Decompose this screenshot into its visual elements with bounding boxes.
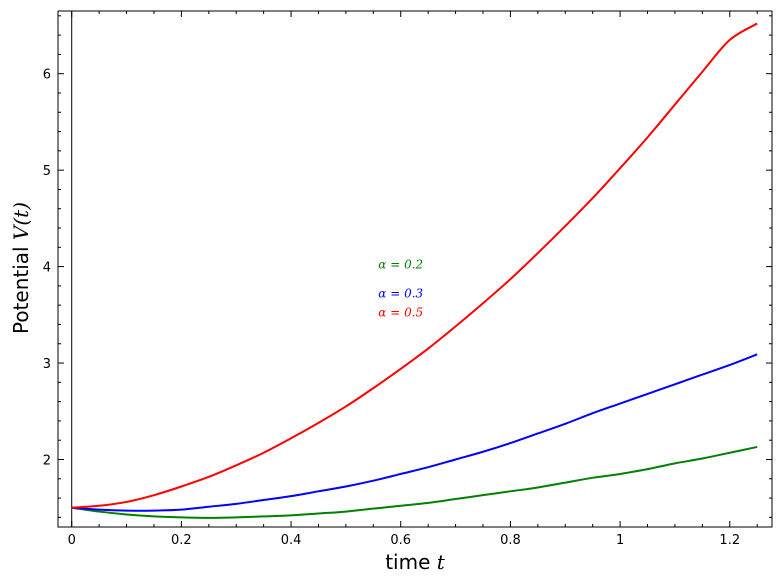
x-axis-label-text: time <box>385 550 430 574</box>
y-axis-label-var: V(t) <box>9 202 33 240</box>
plot-frame <box>57 10 773 528</box>
x-tick-label: 0.8 <box>500 533 521 548</box>
series-line-3 <box>71 22 758 509</box>
series-annotation-3: α = 0.5 <box>378 306 423 320</box>
y-axis-label-text: Potential <box>9 246 33 334</box>
x-axis-label: time t <box>385 550 446 574</box>
y-tick-label: 5 <box>43 164 51 179</box>
y-tick-label: 2 <box>43 453 51 468</box>
x-tick-label: 1 <box>616 533 624 548</box>
series-line-1 <box>71 445 758 519</box>
series-annotation-2: α = 0.3 <box>378 286 423 300</box>
x-axis-label-var: t <box>437 550 446 574</box>
x-tick-label: 0.4 <box>281 533 302 548</box>
y-tick-label: 6 <box>43 68 51 83</box>
y-axis-label: Potential V(t) <box>9 202 33 334</box>
x-tick-label: 1.2 <box>719 533 740 548</box>
series-annotation-1: α = 0.2 <box>378 258 423 272</box>
y-tick-label: 3 <box>43 357 51 372</box>
ticks-layer: 0 0.2 0.4 0.6 0.8 1 1.2 2 3 4 5 6 <box>43 11 772 548</box>
x-tick-label: 0 <box>68 533 76 548</box>
series-layer <box>71 22 758 519</box>
y-tick-label: 4 <box>43 261 51 276</box>
x-tick-label: 0.2 <box>171 533 192 548</box>
series-line-2 <box>71 353 758 512</box>
annotation-layer: α = 0.2 α = 0.3 α = 0.5 <box>378 258 423 320</box>
x-tick-label: 0.6 <box>390 533 411 548</box>
